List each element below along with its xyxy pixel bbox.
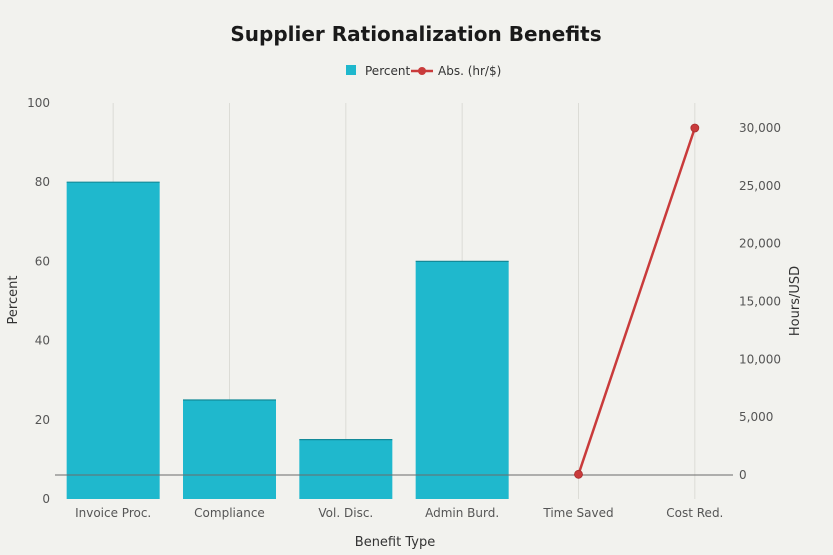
chart-title: Supplier Rationalization Benefits — [230, 22, 601, 46]
x-tick-label: Cost Red. — [666, 506, 723, 520]
y-tick-label: 60 — [35, 254, 50, 268]
line-point — [574, 469, 583, 479]
y2-tick-label: 20,000 — [739, 237, 781, 251]
y-axis-title: Percent — [6, 276, 21, 325]
y2-tick-label: 15,000 — [739, 295, 781, 309]
bar — [415, 261, 509, 499]
y2-tick-label: 25,000 — [739, 179, 781, 193]
x-tick-label: Admin Burd. — [425, 506, 499, 520]
bar — [183, 400, 276, 499]
axes: 0 20 40 60 80 100 0 5,000 10,000 15,000 20,000 25,0… — [27, 96, 781, 520]
y2-tick-label: 5,000 — [739, 410, 773, 424]
legend-percent-swatch — [346, 65, 356, 75]
bar — [66, 182, 160, 499]
x-tick-label: Invoice Proc. — [75, 506, 151, 520]
bars — [66, 181, 509, 499]
y-tick-label: 80 — [35, 175, 50, 189]
y2-axis-title: Hours/USD — [788, 266, 803, 336]
bar — [299, 439, 393, 499]
y2-tick-label: 30,000 — [739, 121, 781, 135]
x-tick-label: Vol. Disc. — [318, 506, 373, 520]
x-axis-title: Benefit Type — [355, 535, 435, 550]
y2-tick-label: 10,000 — [739, 352, 781, 366]
line-point — [690, 123, 700, 133]
y-tick-label: 40 — [35, 334, 50, 348]
legend-abs-label: Abs. (hr/$) — [438, 64, 501, 78]
y-tick-label: 20 — [35, 413, 50, 427]
legend: Percent Abs. (hr/$) — [346, 64, 501, 78]
legend-percent-label: Percent — [365, 64, 410, 78]
y2-tick-label: 0 — [739, 468, 747, 482]
line-series — [574, 123, 700, 479]
y-tick-label: 100 — [27, 96, 50, 110]
x-tick-label: Time Saved — [542, 506, 613, 520]
x-tick-label: Compliance — [194, 506, 265, 520]
line-series-path — [577, 127, 697, 475]
y-tick-label: 0 — [42, 492, 50, 506]
legend-abs-swatch-marker — [418, 67, 426, 75]
